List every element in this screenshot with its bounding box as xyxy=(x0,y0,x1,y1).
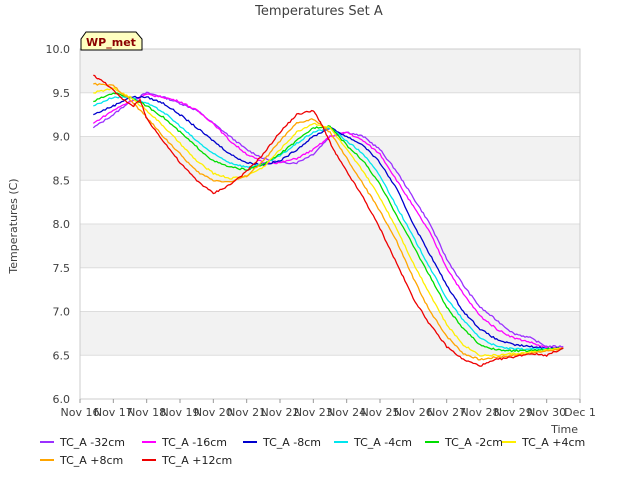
series-line xyxy=(92,93,564,350)
legend-label: TC_A -8cm xyxy=(262,436,321,449)
legend-label: TC_A +4cm xyxy=(521,436,585,449)
x-tick-label: Dec 1 xyxy=(564,406,596,419)
y-axis-ticks: 6.0 6.5 7.0 7.5 8.0 8.5 9.0 9.5 10.0 xyxy=(46,43,71,406)
y-tick-label: 6.0 xyxy=(53,393,71,406)
legend-label: TC_A -16cm xyxy=(161,436,227,449)
x-tick-label: Nov 24 xyxy=(327,406,366,419)
x-tick-label: Nov 29 xyxy=(494,406,533,419)
series-line xyxy=(93,92,564,353)
y-tick-label: 8.5 xyxy=(53,174,71,187)
legend-label: TC_A +8cm xyxy=(59,454,123,467)
series-line xyxy=(93,82,564,361)
plot-band xyxy=(80,136,580,181)
x-tick-label: Nov 27 xyxy=(427,406,466,419)
x-tick-label: Nov 28 xyxy=(461,406,500,419)
x-tick-label: Nov 20 xyxy=(194,406,233,419)
x-tick-label: Nov 16 xyxy=(61,406,100,419)
x-tick-label: Nov 19 xyxy=(161,406,200,419)
y-axis-label: Temperatures (C) xyxy=(7,178,20,274)
y-tick-label: 8.0 xyxy=(53,218,71,231)
y-tick-label: 9.0 xyxy=(53,131,71,144)
x-tick-label: Nov 22 xyxy=(261,406,300,419)
series-line xyxy=(93,74,564,367)
legend-label: TC_A -2cm xyxy=(444,436,503,449)
x-tick-label: Nov 30 xyxy=(527,406,566,419)
y-tick-label: 9.5 xyxy=(53,87,71,100)
y-tick-label: 7.0 xyxy=(53,306,71,319)
plot-area-frame xyxy=(79,48,581,400)
legend-label: TC_A -32cm xyxy=(59,436,125,449)
plot-bands xyxy=(80,49,580,356)
x-tick-label: Nov 26 xyxy=(394,406,433,419)
legend-label: TC_A -4cm xyxy=(353,436,412,449)
x-tick-label: Nov 21 xyxy=(227,406,266,419)
station-badge-label: WP_met xyxy=(86,36,136,49)
series-lines xyxy=(92,74,564,367)
x-tick-label: Nov 23 xyxy=(294,406,333,419)
y-tick-label: 10.0 xyxy=(46,43,71,56)
legend: TC_A -32cm TC_A -16cm TC_A -8cm TC_A -4cm TC… xyxy=(40,436,585,467)
x-axis-label: Time xyxy=(550,423,578,436)
x-tick-label: Nov 25 xyxy=(361,406,400,419)
y-tick-label: 7.5 xyxy=(53,262,71,275)
plot-band xyxy=(80,49,580,93)
station-badge: WP_met xyxy=(80,31,143,51)
x-tick-label: Nov 17 xyxy=(94,406,133,419)
x-tick-label: Nov 18 xyxy=(127,406,166,419)
plot-band xyxy=(80,311,580,356)
y-tick-label: 6.5 xyxy=(53,349,71,362)
plot-band xyxy=(80,224,580,268)
legend-label: TC_A +12cm xyxy=(161,454,232,467)
chart-title: Temperatures Set A xyxy=(254,4,383,19)
series-line xyxy=(93,87,564,357)
